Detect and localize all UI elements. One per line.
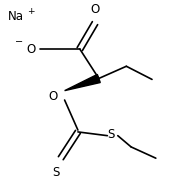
Text: S: S (52, 166, 60, 179)
Text: S: S (107, 128, 115, 141)
Text: −: − (15, 36, 23, 47)
Polygon shape (65, 74, 100, 91)
Text: O: O (49, 90, 58, 103)
Text: Na: Na (8, 10, 24, 23)
Text: +: + (28, 7, 35, 16)
Text: O: O (90, 3, 100, 16)
Text: O: O (27, 43, 36, 56)
